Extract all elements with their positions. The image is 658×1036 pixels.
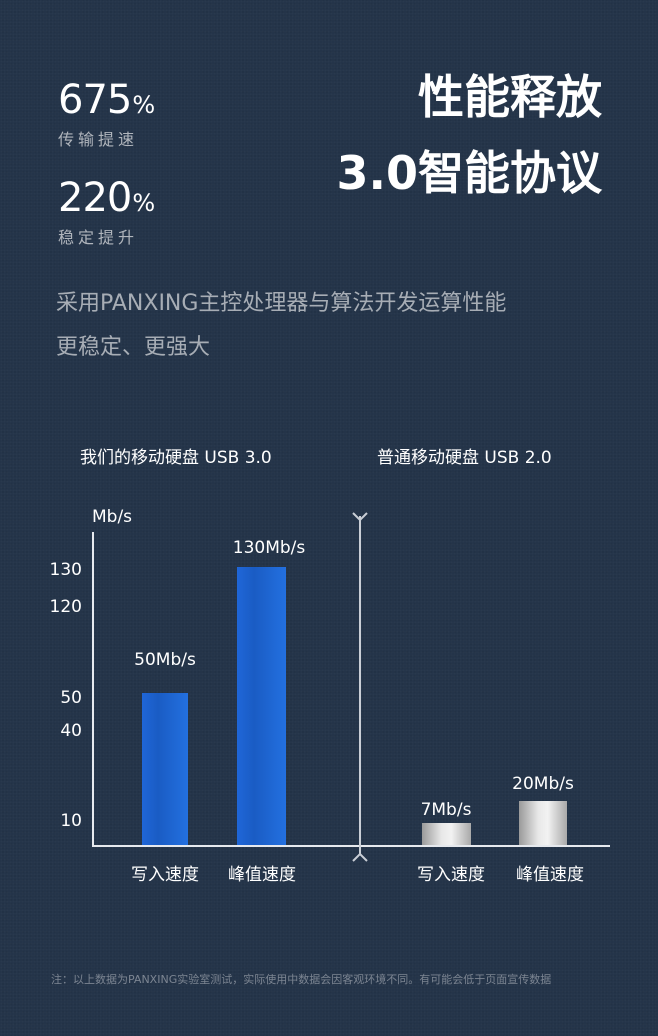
y-axis	[92, 532, 94, 847]
y-tick-40: 40	[60, 721, 82, 741]
bar-usb3-write	[142, 693, 188, 845]
y-tick-120: 120	[49, 597, 82, 617]
description-line2: 更稳定、更强大	[56, 335, 211, 360]
group-divider	[359, 516, 361, 854]
bar-usb3-peak	[237, 567, 286, 845]
y-tick-50: 50	[60, 688, 82, 708]
headline-line1: 性能释放	[418, 70, 602, 124]
stat-transfer-value: 675%	[58, 77, 156, 123]
stat-transfer: 675% 传输提速	[58, 80, 155, 150]
divider-top-arrow-icon	[352, 512, 368, 522]
y-tick-10: 10	[60, 811, 82, 831]
description-line1: 采用PANXING主控处理器与算法开发运算性能	[56, 291, 507, 316]
chart-title-usb3: 我们的移动硬盘 USB 3.0	[80, 448, 272, 468]
bar-value-label-usb2-write: 7Mb/s	[420, 800, 472, 820]
description: 采用PANXING主控处理器与算法开发运算性能 更稳定、更强大	[56, 282, 506, 370]
category-label-usb2-write: 写入速度	[417, 865, 485, 885]
stat-stability-label: 稳定提升	[58, 228, 139, 247]
footnote: 注：以上数据为PANXING实验室测试，实际使用中数据会因客观环境不同。有可能会…	[51, 973, 552, 986]
headline-line2: 3.0智能协议	[336, 146, 603, 200]
stat-stability: 220% 稳定提升	[58, 178, 155, 248]
category-label-usb3-write: 写入速度	[131, 865, 199, 885]
category-label-usb2-peak: 峰值速度	[516, 865, 584, 885]
bar-value-label-usb3-peak: 130Mb/s	[232, 538, 306, 558]
bar-usb2-peak	[519, 801, 567, 845]
divider-bottom-arrow-icon	[352, 852, 368, 862]
bar-value-label-usb2-peak: 20Mb/s	[512, 774, 574, 794]
y-axis-label: Mb/s	[92, 507, 133, 527]
stat-stability-value: 220%	[58, 175, 156, 221]
x-axis	[92, 845, 610, 847]
y-tick-130: 130	[49, 560, 82, 580]
bar-usb2-write	[422, 823, 471, 845]
stat-transfer-label: 传输提速	[58, 130, 139, 149]
chart-title-usb2: 普通移动硬盘 USB 2.0	[377, 448, 552, 468]
bar-value-label-usb3-write: 50Mb/s	[134, 650, 196, 670]
category-label-usb3-peak: 峰值速度	[228, 865, 296, 885]
